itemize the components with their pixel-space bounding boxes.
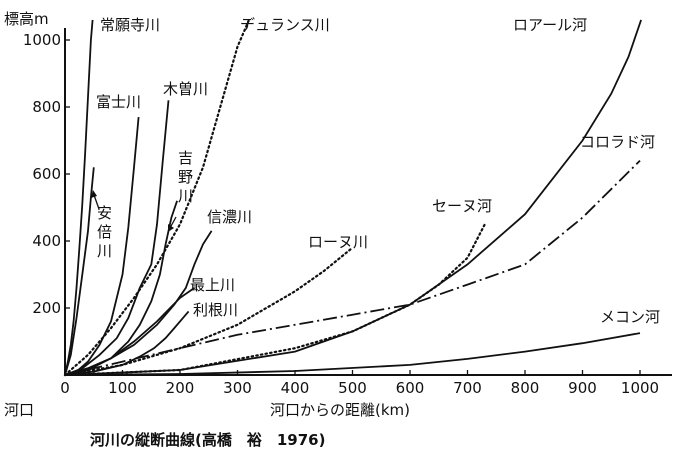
- series-label-4-char: 川: [178, 187, 193, 205]
- series-label-13: メコン河: [600, 308, 660, 326]
- label-arrow-0: [93, 194, 100, 210]
- arrowhead: [91, 190, 97, 198]
- y-axis-title: 標高m: [4, 10, 49, 28]
- y-tick-label: 1000: [23, 31, 61, 49]
- series-label-10: セーヌ河: [432, 197, 492, 215]
- series-label-9: ローヌ川: [308, 233, 368, 251]
- series-label-4-char: 吉: [178, 149, 193, 167]
- series-line-1: [64, 167, 95, 376]
- x-tick-label: 0: [60, 379, 70, 397]
- series-line-4: [64, 200, 178, 376]
- arrowhead: [168, 224, 174, 232]
- series-label-3: 木曽川: [163, 80, 208, 98]
- x-tick-label: 500: [338, 379, 367, 397]
- series-line-13: [64, 332, 641, 376]
- x-tick-label: 300: [223, 379, 252, 397]
- series-line-6: [64, 230, 213, 376]
- x-tick-label: 900: [568, 379, 597, 397]
- series-label-1-char: 安: [97, 204, 112, 222]
- series-label-1-char: 川: [97, 242, 112, 260]
- x-tick-label: 1000: [621, 379, 659, 397]
- series-label-6: 信濃川: [207, 208, 252, 226]
- y-tick-label: 600: [32, 165, 61, 183]
- series-label-7: 最上川: [190, 276, 235, 294]
- series-label-0: 常願寺川: [100, 16, 160, 34]
- y-tick-label: 200: [32, 299, 61, 317]
- x-tick-label: 100: [108, 379, 137, 397]
- series-line-3: [64, 100, 170, 376]
- series-label-1-char: 倍: [97, 223, 112, 241]
- series-layer: [63, 18, 642, 377]
- origin-label: 河口: [4, 401, 34, 419]
- series-line-9: [63, 246, 354, 377]
- x-tick-label: 600: [396, 379, 425, 397]
- x-tick-label: 700: [453, 379, 482, 397]
- y-tick-label: 400: [32, 232, 61, 250]
- series-label-8: 利根川: [193, 301, 238, 319]
- series-line-7: [64, 287, 195, 376]
- x-tick-label: 200: [166, 379, 195, 397]
- series-label-4-char: 野: [178, 168, 193, 186]
- series-label-5: デュランス川: [240, 16, 330, 34]
- series-label-12: コロラド河: [580, 133, 655, 151]
- series-line-0: [64, 19, 94, 376]
- x-axis-title: 河口からの距離(km): [270, 401, 410, 419]
- axes: 0 100 200 300 400 500 600 700 800 900 1000 200 400 60…: [23, 28, 672, 397]
- series-label-11: ロアール河: [513, 16, 587, 34]
- y-tick-label: 800: [32, 98, 61, 116]
- series-line-12: [64, 159, 641, 376]
- chart-caption: 河川の縦断曲線(高橋 裕 1976): [90, 431, 325, 449]
- series-label-2: 富士川: [96, 93, 141, 111]
- series-labels: 常願寺川安倍川富士川木曽川吉野川デュランス川信濃川最上川利根川ローヌ川セーヌ河ロ…: [91, 16, 660, 326]
- series-line-11: [64, 19, 642, 376]
- series-line-5: [63, 18, 251, 377]
- x-tick-label: 800: [511, 379, 540, 397]
- x-tick-label: 400: [281, 379, 310, 397]
